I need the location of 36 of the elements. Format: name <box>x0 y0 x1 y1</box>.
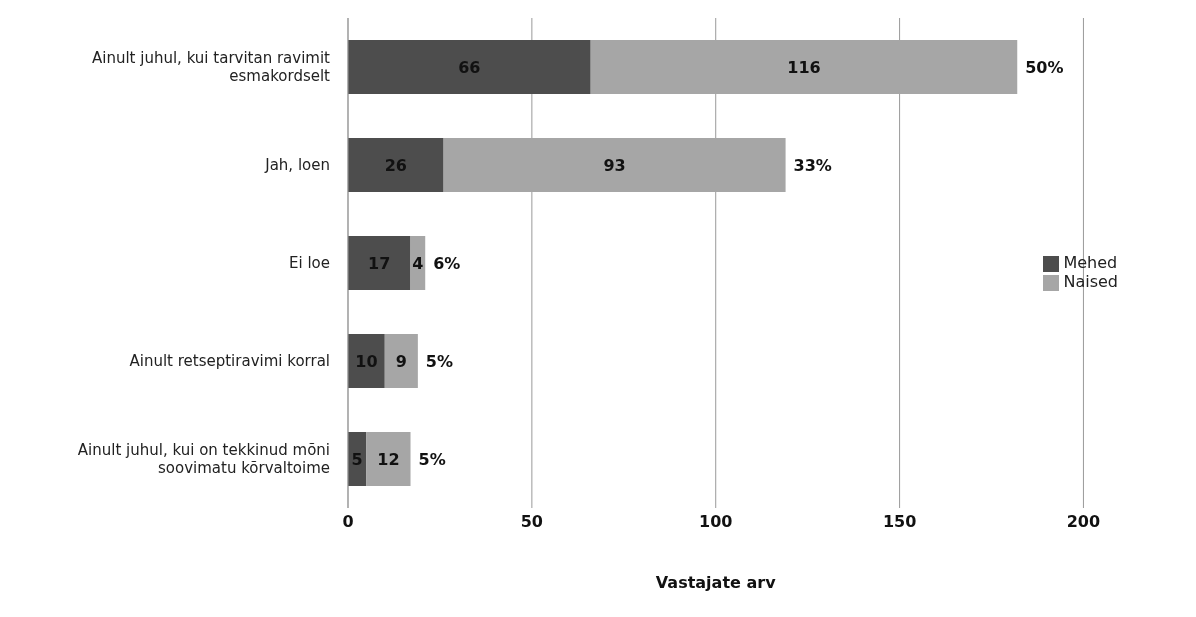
bar <box>443 138 786 192</box>
annotation: 33% <box>793 155 832 175</box>
bar <box>348 236 411 290</box>
bar <box>384 334 418 388</box>
data-label: 9 <box>395 351 407 371</box>
bar <box>348 40 591 94</box>
x-tick-label: 200 <box>1066 512 1101 532</box>
bar <box>348 334 385 388</box>
bar <box>348 138 444 192</box>
y-tick-label: Ainult juhul, kui on tekkinud mõni soovimatu kõrvaltoime <box>77 441 330 477</box>
data-label: 66 <box>458 57 481 77</box>
x-tick-label: 150 <box>882 512 917 532</box>
data-label: 116 <box>787 57 821 77</box>
annotation: 6% <box>433 253 461 273</box>
annotation: 5% <box>425 351 454 371</box>
y-tick-label: Ei loe <box>289 254 330 272</box>
annotation: 50% <box>1025 57 1064 77</box>
y-tick-label: Ainult juhul, kui tarvitan ravimit esmakordselt <box>91 49 331 85</box>
data-label: 17 <box>368 253 391 273</box>
data-label: 26 <box>384 155 407 175</box>
x-axis-title: Vastajate arv <box>655 573 777 592</box>
bar <box>590 40 1018 94</box>
x-tick-label: 0 <box>342 512 354 532</box>
data-label: 12 <box>377 449 400 469</box>
legend-label: Naised <box>1063 272 1118 291</box>
data-label: 5 <box>351 449 363 469</box>
data-label: 93 <box>603 155 626 175</box>
data-label: 4 <box>412 253 424 273</box>
data-label: 10 <box>355 351 378 371</box>
x-tick-label: 50 <box>520 512 543 532</box>
legend-label: Mehed <box>1063 253 1118 272</box>
x-tick-label: 100 <box>699 512 733 532</box>
annotation: 5% <box>418 449 446 469</box>
bar <box>366 432 411 486</box>
y-tick-label: Ainult retseptiravimi korral <box>129 352 330 370</box>
y-tick-label: Jah, loen <box>264 156 330 174</box>
